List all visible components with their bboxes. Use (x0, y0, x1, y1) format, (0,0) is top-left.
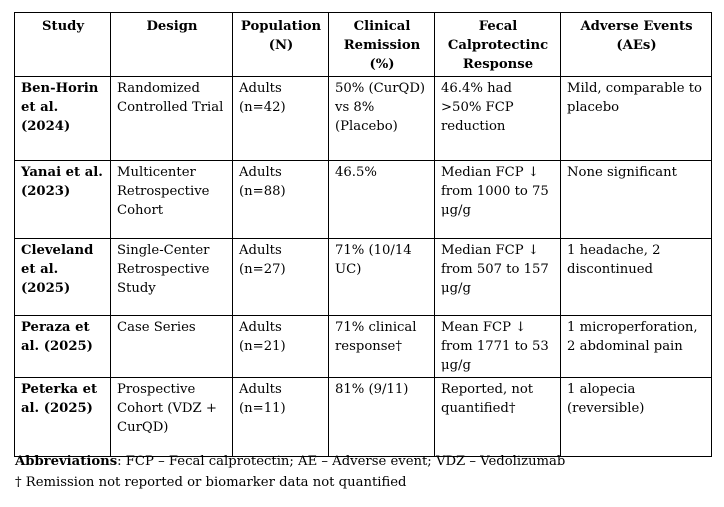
table-header-row: Study Design Population (N) Clinical Rem… (14, 12, 712, 77)
header-population: Population (N) (232, 12, 329, 77)
abbreviations-label: Abbreviations (15, 454, 118, 469)
cell-study: Yanai et al. (2023) (14, 160, 111, 239)
cell-fcp: Reported, not quantified† (434, 377, 561, 457)
studies-table: Study Design Population (N) Clinical Rem… (14, 12, 712, 457)
cell-study: Peraza et al. (2025) (14, 315, 111, 378)
cell-design: Case Series (110, 315, 233, 378)
cell-remission: 50% (CurQD) vs 8% (Placebo) (328, 76, 435, 161)
table-row: Cleveland et al. (2025) Single-Center Re… (14, 238, 712, 316)
cell-design: Prospective Cohort (VDZ + CurQD) (110, 377, 233, 457)
table-row: Peraza et al. (2025) Case Series Adults … (14, 315, 712, 378)
cell-population: Adults (n=11) (232, 377, 329, 457)
cell-study: Cleveland et al. (2025) (14, 238, 111, 316)
header-fcp-text: Fecal Calprotectinc Response (447, 19, 549, 72)
dagger-footnote: † Remission not reported or biomarker da… (15, 475, 407, 490)
abbreviations-text: : FCP – Fecal calprotectin; AE – Adverse… (117, 454, 566, 469)
cell-fcp: Median FCP ↓ from 1000 to 75 μg/g (434, 160, 561, 239)
cell-remission: 71% clinical response† (328, 315, 435, 378)
cell-design: Multicenter Retrospective Cohort (110, 160, 233, 239)
cell-remission: 46.5% (328, 160, 435, 239)
cell-study: Peterka et al. (2025) (14, 377, 111, 457)
cell-aes: 1 microperforation, 2 abdominal pain (560, 315, 712, 378)
table-row: Peterka et al. (2025) Prospective Cohort… (14, 377, 712, 457)
header-fcp: Fecal Calprotectinc Response (434, 12, 561, 77)
table-footnotes: Abbreviations: FCP – Fecal calprotectin;… (15, 451, 715, 493)
table-row: Yanai et al. (2023) Multicenter Retrospe… (14, 160, 712, 239)
cell-aes: 1 headache, 2 discontinued (560, 238, 712, 316)
cell-aes: Mild, comparable to placebo (560, 76, 712, 161)
cell-population: Adults (n=42) (232, 76, 329, 161)
cell-remission: 71% (10/14 UC) (328, 238, 435, 316)
cell-design: Randomized Controlled Trial (110, 76, 233, 161)
cell-remission: 81% (9/11) (328, 377, 435, 457)
table-row: Ben-Horin et al. (2024) Randomized Contr… (14, 76, 712, 161)
abbreviations-line: Abbreviations: FCP – Fecal calprotectin;… (15, 451, 715, 472)
cell-population: Adults (n=21) (232, 315, 329, 378)
cell-fcp: 46.4% had >50% FCP reduction (434, 76, 561, 161)
cell-fcp: Mean FCP ↓ from 1771 to 53 μg/g (434, 315, 561, 378)
header-design: Design (110, 12, 233, 77)
cell-fcp: Median FCP ↓ from 507 to 157 μg/g (434, 238, 561, 316)
header-study: Study (14, 12, 111, 77)
cell-population: Adults (n=27) (232, 238, 329, 316)
header-remission: Clinical Remission (%) (328, 12, 435, 77)
header-aes: Adverse Events (AEs) (560, 12, 712, 77)
cell-design: Single-Center Retrospective Study (110, 238, 233, 316)
cell-study: Ben-Horin et al. (2024) (14, 76, 111, 161)
cell-population: Adults (n=88) (232, 160, 329, 239)
cell-aes: None significant (560, 160, 712, 239)
cell-aes: 1 alopecia (reversible) (560, 377, 712, 457)
